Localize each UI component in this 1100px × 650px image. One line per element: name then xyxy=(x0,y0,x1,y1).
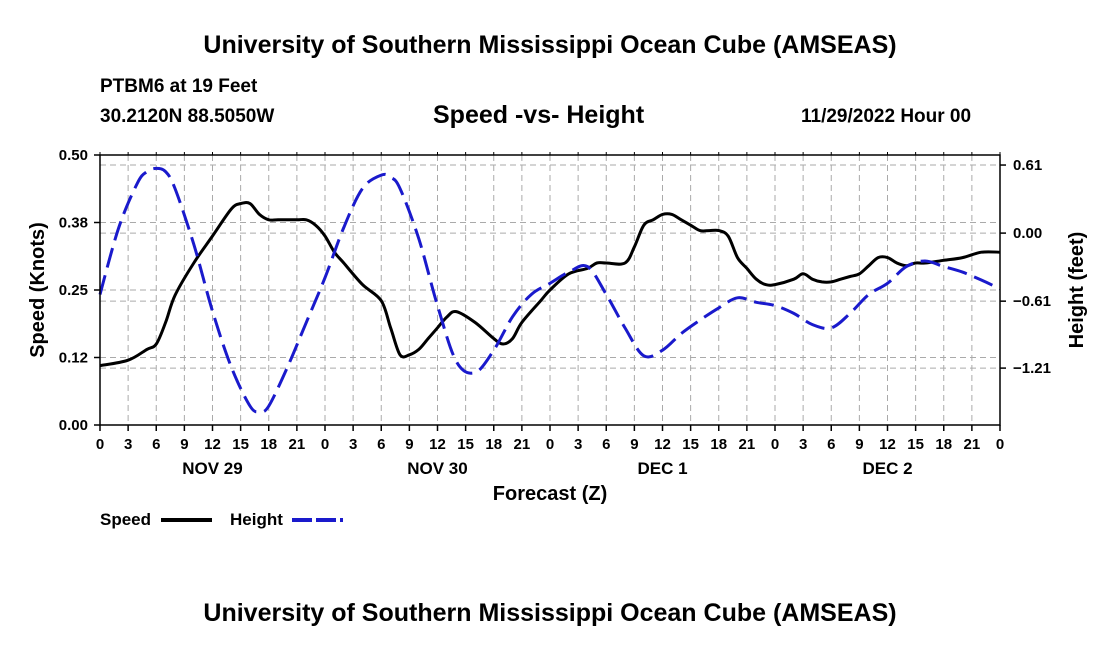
x-tick-label: 12 xyxy=(654,436,671,453)
x-tick-label: 21 xyxy=(739,436,756,453)
y-tick-label: 0.50 xyxy=(59,147,88,164)
x-tick-label: 0 xyxy=(771,436,779,453)
legend-height-label: Height xyxy=(230,510,283,529)
x-tick-label: 0 xyxy=(96,436,104,453)
height-series-line xyxy=(98,166,1001,414)
speed-series-line xyxy=(99,201,1001,368)
x-day-label: NOV 29 xyxy=(182,459,242,478)
x-tick-label: 12 xyxy=(879,436,896,453)
y2-tick-label: −1.21 xyxy=(1013,360,1051,377)
x-tick-label: 9 xyxy=(405,436,413,453)
x-tick-label: 6 xyxy=(377,436,385,453)
speed-height-chart: 0 3 6 9 12 15 18 21 0 3 6 9 12 15 18 21 0 3 6 9 12 15 18 21 0 3 6 9… xyxy=(27,147,1088,529)
legend: Speed Height xyxy=(100,510,343,529)
x-tick-label: 9 xyxy=(855,436,863,453)
x-tick-label: 12 xyxy=(204,436,221,453)
x-tick-label: 15 xyxy=(682,436,699,453)
chart-subtitle: Speed -vs- Height xyxy=(433,101,645,129)
main-title: University of Southern Mississippi Ocean… xyxy=(203,31,897,59)
x-tick-label: 15 xyxy=(457,436,474,453)
y2-tick-label: 0.61 xyxy=(1013,157,1042,174)
x-tick-label: 21 xyxy=(289,436,306,453)
x-tick-label: 6 xyxy=(602,436,610,453)
x-tick-label: 3 xyxy=(124,436,132,453)
x-tick-label: 0 xyxy=(546,436,554,453)
x-tick-label: 18 xyxy=(710,436,727,453)
x-tick-label: 9 xyxy=(630,436,638,453)
forecast-datestamp: 11/29/2022 Hour 00 xyxy=(801,106,972,127)
x-tick-label: 3 xyxy=(799,436,807,453)
x-tick-label: 18 xyxy=(260,436,277,453)
y2-axis-label: Height (feet) xyxy=(1066,232,1088,349)
x-tick-label: 15 xyxy=(232,436,249,453)
y-tick-label: 0.12 xyxy=(59,350,88,367)
x-tick-label: 6 xyxy=(827,436,835,453)
series-layer xyxy=(98,166,1001,414)
legend-speed-label: Speed xyxy=(100,510,151,529)
x-tick-label: 15 xyxy=(907,436,924,453)
y-tick-label: 0.38 xyxy=(59,215,88,232)
x-tick-label: 21 xyxy=(514,436,531,453)
x-tick-label: 3 xyxy=(349,436,357,453)
axis-layer: 0 3 6 9 12 15 18 21 0 3 6 9 12 15 18 21 0 3 6 9 12 15 18 21 0 3 6 9… xyxy=(59,147,1051,478)
y-axis-label: Speed (Knots) xyxy=(27,222,49,358)
x-tick-label: 3 xyxy=(574,436,582,453)
station-coordinates: 30.2120N 88.5050W xyxy=(100,106,275,127)
x-day-label: DEC 2 xyxy=(862,459,912,478)
x-tick-label: 21 xyxy=(964,436,981,453)
x-day-label: NOV 30 xyxy=(407,459,467,478)
station-label: PTBM6 at 19 Feet xyxy=(100,76,258,97)
y-tick-label: 0.25 xyxy=(59,282,88,299)
y2-tick-label: 0.00 xyxy=(1013,225,1042,242)
y-tick-label: 0.00 xyxy=(59,417,88,434)
x-tick-label: 0 xyxy=(321,436,329,453)
x-tick-label: 9 xyxy=(180,436,188,453)
x-tick-label: 6 xyxy=(152,436,160,453)
y2-tick-label: −0.61 xyxy=(1013,293,1051,310)
x-axis-label: Forecast (Z) xyxy=(493,483,607,505)
x-tick-label: 0 xyxy=(996,436,1004,453)
x-tick-label: 12 xyxy=(429,436,446,453)
x-day-label: DEC 1 xyxy=(637,459,687,478)
footer-title: University of Southern Mississippi Ocean… xyxy=(203,599,897,627)
x-tick-label: 18 xyxy=(935,436,952,453)
x-tick-label: 18 xyxy=(485,436,502,453)
